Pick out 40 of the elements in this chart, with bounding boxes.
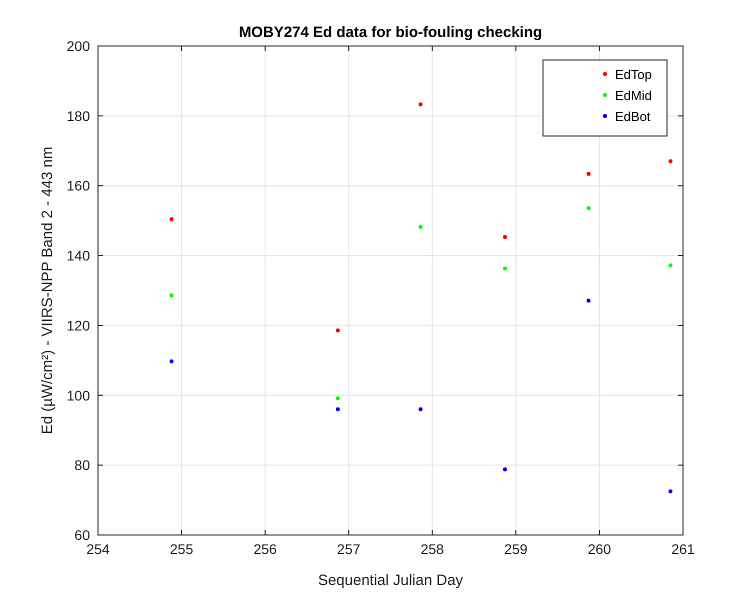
point bbox=[170, 359, 174, 364]
x-tick-label: 259 bbox=[504, 541, 528, 557]
x-tick-label: 254 bbox=[86, 541, 110, 557]
x-tick-label: 260 bbox=[588, 541, 612, 557]
y-tick-label: 120 bbox=[66, 317, 90, 334]
point bbox=[170, 293, 174, 298]
x-tick-label: 261 bbox=[671, 541, 695, 557]
y-tick-label: 180 bbox=[66, 108, 90, 124]
y-tick-label: 80 bbox=[74, 457, 90, 474]
point bbox=[418, 224, 423, 229]
y-tick-label: 160 bbox=[66, 178, 90, 194]
x-tick-label: 256 bbox=[253, 541, 278, 557]
point bbox=[502, 235, 507, 240]
y-tick-label: 100 bbox=[66, 387, 90, 404]
legend-label: EdBot bbox=[615, 109, 651, 124]
legend-label: EdTop bbox=[615, 67, 652, 82]
point bbox=[336, 328, 340, 332]
x-tick-label: 255 bbox=[170, 541, 194, 557]
y-tick-label: 60 bbox=[74, 527, 90, 543]
point bbox=[586, 206, 591, 210]
y-tick-label: 200 bbox=[66, 38, 90, 54]
chart-title: MOBY274 Ed data for bio-fouling checking bbox=[238, 24, 542, 41]
legend-label: EdMid bbox=[615, 88, 652, 103]
y-axis-title: Ed (µW/cm²) - VIIRS-NPP Band 2 - 443 nm bbox=[39, 146, 56, 434]
point bbox=[170, 217, 174, 222]
x-tick-label: 258 bbox=[420, 541, 444, 557]
point bbox=[668, 489, 672, 494]
point bbox=[502, 467, 507, 472]
point bbox=[418, 407, 423, 412]
point bbox=[668, 263, 672, 268]
y-tick-label: 140 bbox=[66, 248, 90, 264]
x-tick-label: 257 bbox=[337, 541, 361, 557]
point bbox=[668, 159, 672, 164]
point bbox=[502, 266, 507, 270]
point bbox=[586, 298, 591, 303]
x-axis-title: Sequential Julian Day bbox=[318, 572, 464, 589]
point bbox=[336, 396, 340, 400]
point bbox=[418, 102, 423, 106]
point bbox=[586, 172, 591, 176]
point bbox=[336, 407, 340, 412]
